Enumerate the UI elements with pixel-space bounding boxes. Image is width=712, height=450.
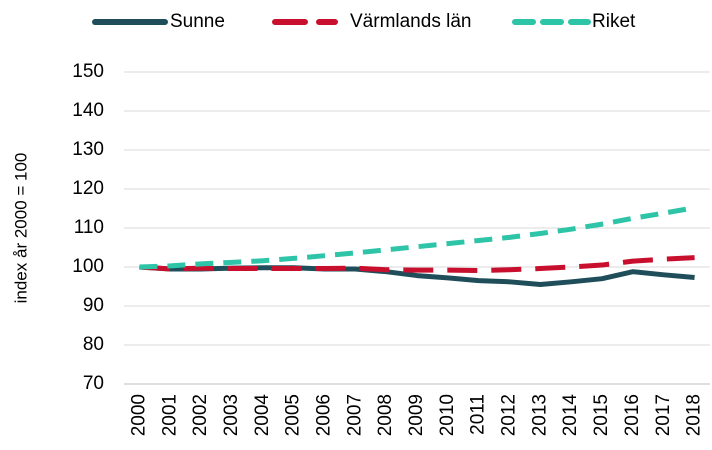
legend-label: Riket bbox=[592, 11, 636, 32]
x-tick-label: 2002 bbox=[190, 394, 211, 436]
y-tick-label: 70 bbox=[83, 373, 104, 394]
x-tick-label: 2000 bbox=[128, 394, 149, 436]
x-tick-label: 2010 bbox=[437, 394, 458, 436]
x-tick-label: 2004 bbox=[252, 394, 273, 437]
x-tick-label: 2007 bbox=[344, 394, 365, 436]
series-line bbox=[139, 255, 695, 274]
x-tick-label: 2011 bbox=[468, 394, 489, 435]
legend-label: Sunne bbox=[170, 11, 225, 32]
y-tick-label: 100 bbox=[72, 256, 104, 277]
x-tick-label: 2014 bbox=[560, 394, 581, 437]
y-tick-label: 140 bbox=[72, 100, 104, 121]
y-axis-label: index år 2000 = 100 bbox=[11, 153, 30, 304]
y-tick-label: 120 bbox=[72, 178, 104, 199]
y-tick-label: 130 bbox=[72, 139, 104, 160]
legend-label: Värmlands län bbox=[350, 11, 471, 32]
y-tick-label: 90 bbox=[83, 295, 104, 316]
x-tick-label: 2017 bbox=[653, 394, 674, 436]
x-tick-label: 2008 bbox=[375, 394, 396, 436]
x-tick-label: 2015 bbox=[591, 394, 612, 436]
x-tick-label: 2016 bbox=[622, 394, 643, 436]
x-tick-label: 2009 bbox=[406, 394, 427, 436]
y-tick-label: 80 bbox=[83, 334, 104, 355]
x-tick-label: 2003 bbox=[221, 394, 242, 436]
x-tick-label: 2012 bbox=[499, 394, 520, 436]
y-tick-label: 150 bbox=[72, 61, 104, 82]
x-tick-label: 2001 bbox=[159, 394, 180, 436]
x-tick-label: 2005 bbox=[283, 394, 304, 436]
x-tick-label: 2006 bbox=[313, 394, 334, 436]
series-line bbox=[139, 205, 696, 270]
x-tick-label: 2018 bbox=[684, 394, 705, 436]
y-tick-label: 110 bbox=[74, 217, 104, 238]
x-tick-label: 2013 bbox=[529, 394, 550, 436]
